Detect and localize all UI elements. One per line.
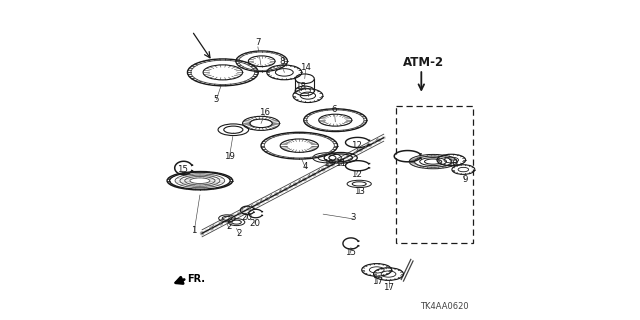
Polygon shape xyxy=(228,219,245,226)
Ellipse shape xyxy=(252,205,255,208)
Ellipse shape xyxy=(200,232,204,235)
Ellipse shape xyxy=(331,164,334,166)
Ellipse shape xyxy=(243,210,246,212)
Text: 17: 17 xyxy=(383,283,394,292)
Text: 20: 20 xyxy=(249,219,260,228)
Ellipse shape xyxy=(275,193,278,196)
Text: FR.: FR. xyxy=(187,275,205,284)
Polygon shape xyxy=(313,153,341,163)
Text: 8: 8 xyxy=(279,57,285,66)
Ellipse shape xyxy=(378,139,381,141)
Polygon shape xyxy=(295,90,321,101)
Text: 11: 11 xyxy=(335,159,346,168)
Text: 12: 12 xyxy=(351,170,362,179)
Text: 17: 17 xyxy=(372,276,383,285)
Text: 9: 9 xyxy=(462,175,468,184)
Ellipse shape xyxy=(382,137,385,139)
Text: ATM-2: ATM-2 xyxy=(403,56,444,69)
Ellipse shape xyxy=(321,168,324,171)
Ellipse shape xyxy=(257,203,260,205)
Polygon shape xyxy=(219,215,236,222)
Text: 18: 18 xyxy=(296,82,307,91)
Text: 15: 15 xyxy=(345,248,356,257)
Ellipse shape xyxy=(280,190,283,193)
Ellipse shape xyxy=(368,144,371,146)
Polygon shape xyxy=(191,60,255,84)
Polygon shape xyxy=(239,52,285,70)
Ellipse shape xyxy=(335,161,339,164)
Ellipse shape xyxy=(349,154,353,156)
Ellipse shape xyxy=(214,225,218,227)
Polygon shape xyxy=(307,110,364,131)
Ellipse shape xyxy=(270,195,273,198)
Text: 1: 1 xyxy=(191,226,197,235)
Ellipse shape xyxy=(312,173,316,176)
Text: 6: 6 xyxy=(332,105,337,114)
Ellipse shape xyxy=(340,159,344,161)
Ellipse shape xyxy=(326,166,330,168)
Ellipse shape xyxy=(364,146,367,149)
Polygon shape xyxy=(376,269,401,279)
Polygon shape xyxy=(218,124,248,136)
Ellipse shape xyxy=(373,141,376,144)
Text: 5: 5 xyxy=(214,95,220,104)
Polygon shape xyxy=(324,152,357,163)
Bar xyxy=(396,106,472,243)
Ellipse shape xyxy=(228,217,232,220)
Text: 3: 3 xyxy=(351,213,356,222)
Polygon shape xyxy=(295,79,314,91)
Ellipse shape xyxy=(298,180,301,183)
Ellipse shape xyxy=(284,188,287,190)
Polygon shape xyxy=(439,155,463,165)
Ellipse shape xyxy=(219,222,222,225)
Text: 2: 2 xyxy=(236,229,241,238)
Ellipse shape xyxy=(317,171,320,173)
Ellipse shape xyxy=(210,227,213,230)
Ellipse shape xyxy=(289,185,292,188)
Polygon shape xyxy=(243,116,280,130)
Text: 4: 4 xyxy=(303,162,308,171)
Text: 20: 20 xyxy=(241,213,252,222)
Text: 19: 19 xyxy=(323,159,333,168)
Ellipse shape xyxy=(354,151,357,154)
Text: 2: 2 xyxy=(227,222,232,231)
Polygon shape xyxy=(364,265,390,275)
Polygon shape xyxy=(454,165,473,173)
Text: 15: 15 xyxy=(177,165,188,174)
Text: 10: 10 xyxy=(447,159,458,168)
Ellipse shape xyxy=(266,198,269,200)
Ellipse shape xyxy=(294,183,297,186)
Text: 16: 16 xyxy=(259,108,269,117)
Text: 13: 13 xyxy=(355,188,365,196)
Ellipse shape xyxy=(261,200,264,203)
Text: 7: 7 xyxy=(255,38,260,47)
Ellipse shape xyxy=(303,178,306,180)
Ellipse shape xyxy=(359,149,362,151)
Text: 12: 12 xyxy=(351,141,362,150)
Ellipse shape xyxy=(238,212,241,215)
Polygon shape xyxy=(347,180,371,188)
Ellipse shape xyxy=(345,156,348,158)
Polygon shape xyxy=(264,133,334,158)
Ellipse shape xyxy=(247,207,250,210)
Ellipse shape xyxy=(233,215,236,218)
Ellipse shape xyxy=(205,229,209,232)
Ellipse shape xyxy=(224,220,227,222)
Text: 14: 14 xyxy=(300,63,311,72)
Polygon shape xyxy=(269,66,300,79)
Ellipse shape xyxy=(308,176,311,178)
Text: 19: 19 xyxy=(224,152,235,161)
Text: TK4AA0620: TK4AA0620 xyxy=(420,302,468,311)
